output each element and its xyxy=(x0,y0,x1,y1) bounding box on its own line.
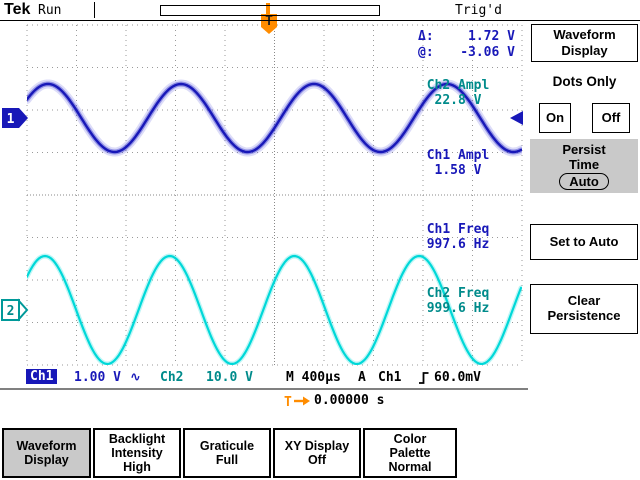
svg-text:T: T xyxy=(284,395,292,408)
clear-persistence-button[interactable]: Clear Persistence xyxy=(530,284,638,334)
bottom-menu-xy-display[interactable]: XY Display Off xyxy=(273,428,361,478)
cursor-at-label: @: xyxy=(418,45,434,60)
measurement-readout: Ch2 Ampl 22.8 V xyxy=(408,78,508,108)
measurement-readout: Ch1 Ampl 1.58 V xyxy=(408,148,508,178)
timebase-readout: M 400µs xyxy=(286,370,341,385)
cursor-readouts: Δ: 1.72 V @: -3.06 V xyxy=(418,29,515,61)
acquisition-status: Run xyxy=(38,3,62,18)
measurement-label: Ch1 Freq xyxy=(426,222,490,237)
trigger-mode-readout: A xyxy=(358,370,366,385)
top-status-bar: Tek Run Trig'd xyxy=(0,0,640,21)
cursor-at-value: -3.06 V xyxy=(460,45,515,60)
set-to-auto-button[interactable]: Set to Auto xyxy=(530,224,638,260)
ch1-badge: Ch1 xyxy=(26,369,58,384)
svg-text:1: 1 xyxy=(7,112,15,127)
persist-time-label: Persist Time xyxy=(562,142,606,172)
tek-logo: Tek xyxy=(4,1,31,18)
bottom-menu-color-palette[interactable]: Color Palette Normal xyxy=(363,428,457,478)
cursor-delta-label: Δ: xyxy=(418,29,434,44)
bottom-menu-backlight-intensity[interactable]: Backlight Intensity High xyxy=(93,428,181,478)
trigger-source-readout: Ch1 xyxy=(378,370,402,385)
side-menu-title: Waveform Display xyxy=(531,24,638,62)
cursor-delta-row: Δ: 1.72 V xyxy=(418,29,515,45)
trigger-level-readout: 60.0mV xyxy=(434,370,481,385)
trigger-status: Trig'd xyxy=(455,3,502,18)
bottom-menu-graticule[interactable]: Graticule Full xyxy=(183,428,271,478)
measurement-value: 997.6 Hz xyxy=(426,237,490,252)
ch2-position-marker: 2 xyxy=(1,298,29,322)
ch1-position-marker: 1 xyxy=(2,108,28,128)
svg-text:2: 2 xyxy=(7,304,15,319)
menu-item-dots-only: Dots Only xyxy=(552,74,617,89)
graticule-grid xyxy=(26,24,523,366)
measurement-value: 1.58 V xyxy=(434,163,482,178)
trigger-level-marker xyxy=(510,111,523,125)
ch1-coupling-icon: ∿ xyxy=(130,370,141,385)
horizontal-position-icon: T xyxy=(283,394,311,413)
measurement-value: 22.8 V xyxy=(434,93,482,108)
rising-edge-icon xyxy=(418,371,430,389)
trigger-position-flag: T xyxy=(261,14,277,34)
cursor-delta-value: 1.72 V xyxy=(468,29,515,44)
persist-time-button[interactable]: Persist Time Auto xyxy=(530,139,638,193)
measurement-label: Ch2 Ampl xyxy=(426,78,490,93)
trigger-position-bar xyxy=(160,5,380,16)
ch2-label: Ch2 xyxy=(160,370,184,385)
measurement-readout: Ch2 Freq 999.6 Hz xyxy=(408,286,508,316)
measurement-readout: Ch1 Freq 997.6 Hz xyxy=(408,222,508,252)
waveform-traces xyxy=(27,79,522,365)
dots-only-off-button[interactable]: Off xyxy=(592,103,630,133)
ch1-scale-readout: 1.00 V xyxy=(74,370,121,385)
bottom-menu-waveform-display[interactable]: Waveform Display xyxy=(2,428,91,478)
measurement-value: 999.6 Hz xyxy=(426,301,490,316)
dots-only-on-button[interactable]: On xyxy=(539,103,571,133)
measurement-label: Ch2 Freq xyxy=(426,286,490,301)
svg-text:T: T xyxy=(265,14,273,29)
topbar-divider xyxy=(94,2,95,18)
cursor-at-row: @: -3.06 V xyxy=(418,45,515,61)
horizontal-position-readout: 0.00000 s xyxy=(314,393,385,408)
trigger-record-position-tick xyxy=(266,3,270,17)
measurement-label: Ch1 Ampl xyxy=(426,148,490,163)
persist-time-value: Auto xyxy=(559,173,609,190)
ch2-scale-readout: 10.0 V xyxy=(206,370,253,385)
